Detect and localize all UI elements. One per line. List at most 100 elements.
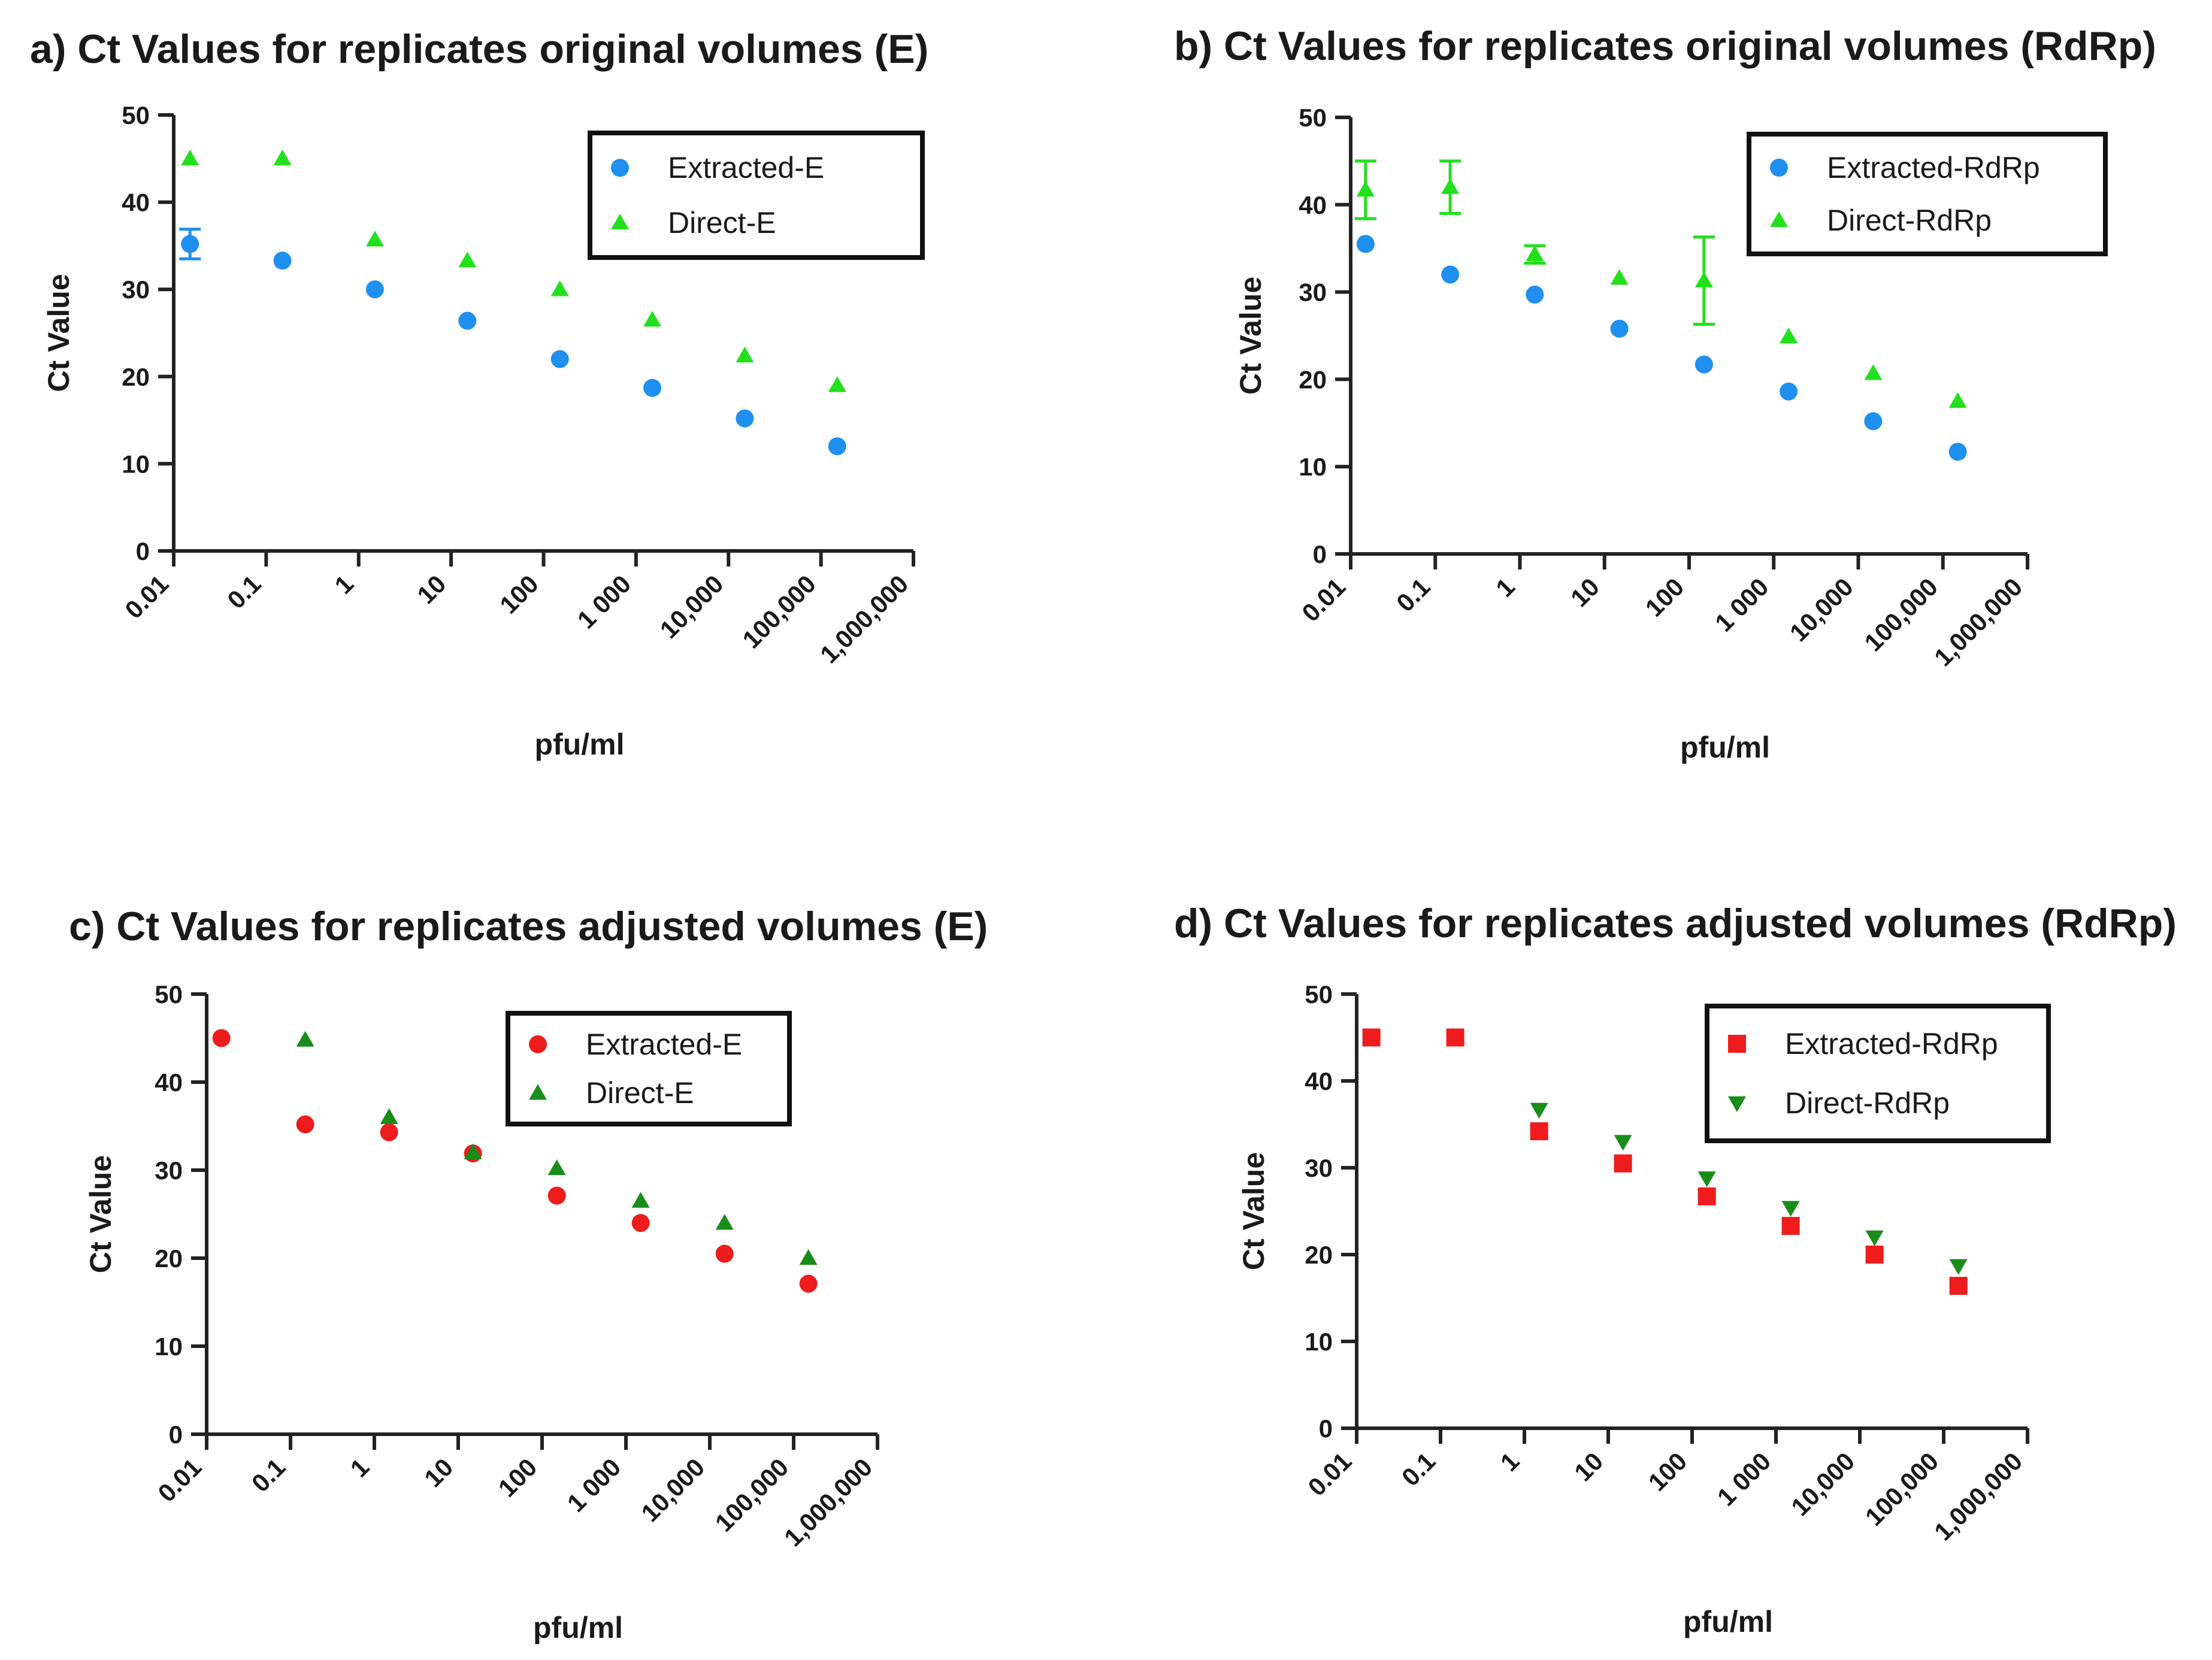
- data-point: [1948, 392, 1967, 408]
- data-point: [181, 235, 199, 253]
- data-point: [1530, 1122, 1548, 1141]
- x-tick-label: 1,000,000: [779, 1453, 877, 1552]
- data-point: [296, 1115, 314, 1134]
- x-tick-label: 10: [1565, 572, 1605, 612]
- x-tick-label: 1 000: [562, 1453, 627, 1517]
- legend-marker: [1770, 159, 1788, 177]
- y-tick-label: 30: [1305, 1154, 1333, 1182]
- data-point: [1697, 1187, 1716, 1205]
- data-point: [1949, 1259, 1968, 1275]
- series-extracted-rdrp: [1362, 1028, 1968, 1295]
- y-tick-label: 0: [169, 1420, 183, 1449]
- x-tick-label: 1 000: [572, 570, 637, 634]
- series-direct-e: [296, 1031, 818, 1265]
- y-axis-label: Ct Value: [42, 274, 75, 392]
- x-tick-label: 100: [1643, 1447, 1693, 1497]
- data-point: [1781, 1201, 1800, 1217]
- x-tick-label: 10,000: [1784, 572, 1859, 647]
- y-tick-label: 10: [155, 1332, 183, 1361]
- y-tick-label: 0: [1313, 540, 1327, 568]
- x-axis-label: pfu/ml: [1683, 1605, 1773, 1638]
- data-point: [1614, 1135, 1632, 1151]
- data-point: [458, 252, 477, 268]
- chart-panel-c: c) Ct Values for replicates adjusted vol…: [69, 904, 988, 1644]
- series-extracted-e: [179, 228, 846, 456]
- legend-marker: [529, 1035, 547, 1053]
- legend-box: [506, 1011, 792, 1126]
- data-point: [550, 350, 569, 368]
- y-tick-label: 10: [122, 450, 150, 478]
- legend-box: [1705, 1004, 2051, 1143]
- y-axis-label: Ct Value: [1234, 277, 1267, 395]
- data-point: [458, 311, 477, 330]
- data-point: [1526, 285, 1544, 304]
- x-axis-label: pfu/ml: [1680, 731, 1770, 764]
- x-tick-label: 100: [1640, 572, 1690, 622]
- data-point: [1780, 327, 1798, 344]
- chart-title: a) Ct Values for replicates original vol…: [30, 26, 928, 72]
- x-tick-label: 100,000: [1860, 1447, 1944, 1531]
- legend-marker: [1728, 1096, 1746, 1112]
- chart-panel-b: b) Ct Values for replicates original vol…: [1174, 23, 2156, 764]
- chart-title: b) Ct Values for replicates original vol…: [1174, 23, 2156, 69]
- legend: Extracted-RdRp Direct-RdRp: [1705, 1004, 2051, 1143]
- data-point: [631, 1214, 650, 1232]
- data-point: [1610, 269, 1629, 285]
- legend-label: Extracted-E: [668, 151, 824, 184]
- x-tick-label: 1,000,000: [1929, 572, 2028, 671]
- data-point: [181, 149, 199, 166]
- data-point: [273, 252, 292, 270]
- data-point: [799, 1249, 818, 1265]
- legend: Extracted-E Direct-E: [506, 1011, 792, 1126]
- data-point: [547, 1159, 566, 1176]
- data-point: [631, 1192, 650, 1208]
- data-point: [1530, 1102, 1548, 1119]
- series-extracted-e: [212, 1029, 818, 1293]
- legend-marker: [529, 1084, 547, 1100]
- data-point: [550, 280, 569, 296]
- data-point: [1694, 271, 1713, 287]
- data-point: [799, 1274, 818, 1293]
- y-tick-label: 0: [1319, 1414, 1333, 1443]
- x-tick-label: 10,000: [636, 1453, 710, 1527]
- data-point: [736, 409, 754, 428]
- chart-panel-a: a) Ct Values for replicates original vol…: [30, 26, 928, 761]
- x-tick-label: 1: [345, 1453, 375, 1483]
- legend-box: [1747, 132, 2108, 256]
- data-point: [1694, 355, 1713, 374]
- data-point: [1948, 443, 1967, 461]
- x-tick-label: 0.1: [1391, 572, 1436, 617]
- x-tick-label: 10: [411, 570, 451, 609]
- x-tick-label: 10: [419, 1453, 458, 1492]
- data-point: [736, 346, 754, 363]
- y-tick-label: 50: [122, 101, 150, 129]
- data-point: [1441, 265, 1460, 284]
- x-tick-label: 1: [329, 570, 359, 599]
- y-tick-label: 50: [1305, 980, 1333, 1008]
- y-tick-label: 40: [1305, 1067, 1333, 1095]
- x-tick-label: 0.01: [119, 570, 174, 624]
- chart-title: d) Ct Values for replicates adjusted vol…: [1174, 901, 2177, 946]
- data-point: [380, 1108, 398, 1125]
- data-point: [1356, 235, 1375, 253]
- y-tick-label: 20: [155, 1244, 183, 1273]
- data-point: [1864, 364, 1883, 380]
- data-point: [1781, 1217, 1800, 1235]
- x-tick-label: 0.1: [1396, 1447, 1441, 1492]
- legend-label: Direct-RdRp: [1785, 1086, 1950, 1120]
- data-point: [1949, 1277, 1968, 1295]
- chart-title: c) Ct Values for replicates adjusted vol…: [69, 904, 988, 949]
- chart-panel-d: d) Ct Values for replicates adjusted vol…: [1174, 901, 2177, 1638]
- data-point: [1864, 412, 1883, 431]
- data-point: [1865, 1246, 1884, 1264]
- y-tick-label: 20: [1299, 365, 1327, 393]
- y-axis-label: Ct Value: [84, 1155, 117, 1273]
- y-axis-label: Ct Value: [1237, 1152, 1270, 1270]
- x-tick-label: 1,000,000: [1929, 1447, 2028, 1546]
- legend-marker: [1770, 211, 1788, 228]
- legend-label: Direct-RdRp: [1827, 204, 1992, 237]
- data-point: [380, 1123, 398, 1141]
- data-point: [828, 376, 846, 392]
- y-tick-label: 30: [155, 1156, 183, 1185]
